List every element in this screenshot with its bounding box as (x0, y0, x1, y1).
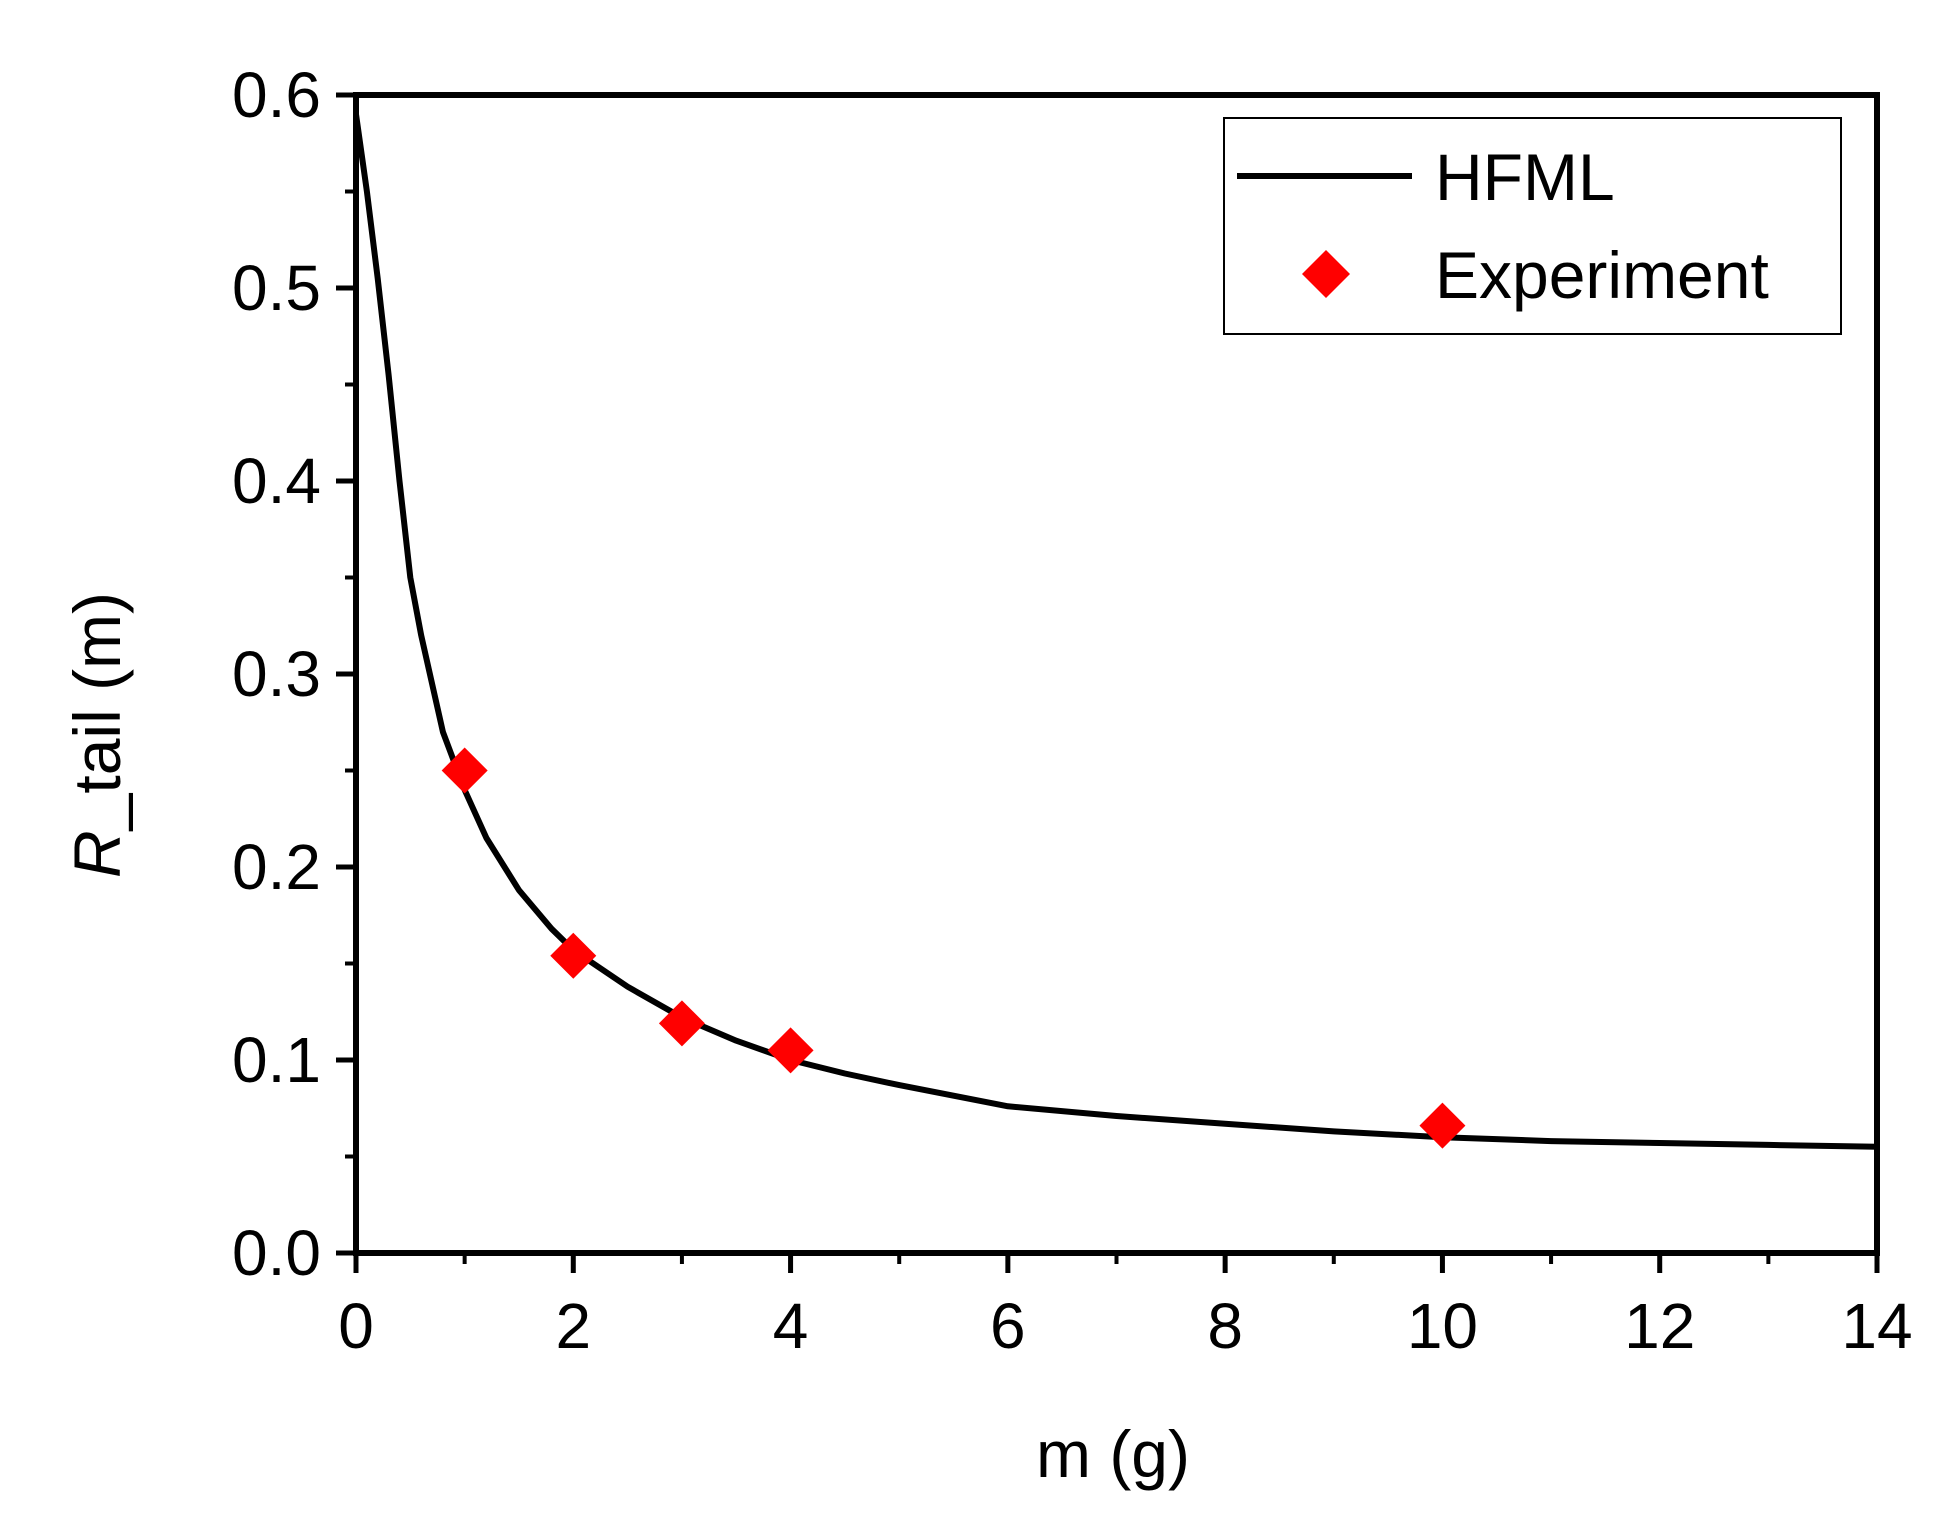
y-axis-label-italic: R (60, 830, 134, 878)
x-axis-ticks: 0 2 4 6 8 10 12 14 (338, 1253, 1913, 1362)
y-tick-label: 0.5 (232, 252, 321, 324)
legend-experiment-label: Experiment (1435, 238, 1769, 312)
y-tick-label: 0.2 (232, 831, 321, 903)
legend-box (1223, 117, 1842, 335)
legend-hfml-label: HFML (1435, 140, 1615, 214)
y-tick-label: 0.1 (232, 1024, 321, 1096)
x-tick-label: 12 (1624, 1290, 1695, 1362)
y-axis-label-rest: _tail (m) (60, 592, 134, 831)
experiment-point (658, 1000, 705, 1047)
x-tick-label: 6 (990, 1290, 1026, 1362)
x-tick-label: 0 (338, 1290, 374, 1362)
legend: HFML Experiment (1223, 117, 1842, 335)
y-axis-ticks: 0.0 0.1 0.2 0.3 0.4 0.5 0.6 (232, 59, 356, 1289)
experiment-point (550, 932, 597, 979)
y-axis-label: R_tail (m) (60, 592, 134, 878)
experiment-point (441, 747, 488, 794)
x-tick-label: 4 (773, 1290, 809, 1362)
x-tick-label: 10 (1407, 1290, 1478, 1362)
y-tick-label: 0.3 (232, 638, 321, 710)
y-tick-label: 0.4 (232, 445, 321, 517)
x-tick-label: 2 (555, 1290, 591, 1362)
y-tick-label: 0.6 (232, 59, 321, 131)
y-tick-label: 0.0 (232, 1217, 321, 1289)
experiment-point (1419, 1102, 1466, 1149)
series-layer (353, 113, 1878, 1150)
x-axis-label: m (g) (1036, 1417, 1190, 1491)
legend-experiment-swatch (1302, 250, 1350, 298)
x-tick-label: 14 (1841, 1290, 1912, 1362)
series-hfml-line (353, 113, 1878, 1150)
experiment-point (767, 1027, 814, 1074)
x-tick-label: 8 (1207, 1290, 1243, 1362)
